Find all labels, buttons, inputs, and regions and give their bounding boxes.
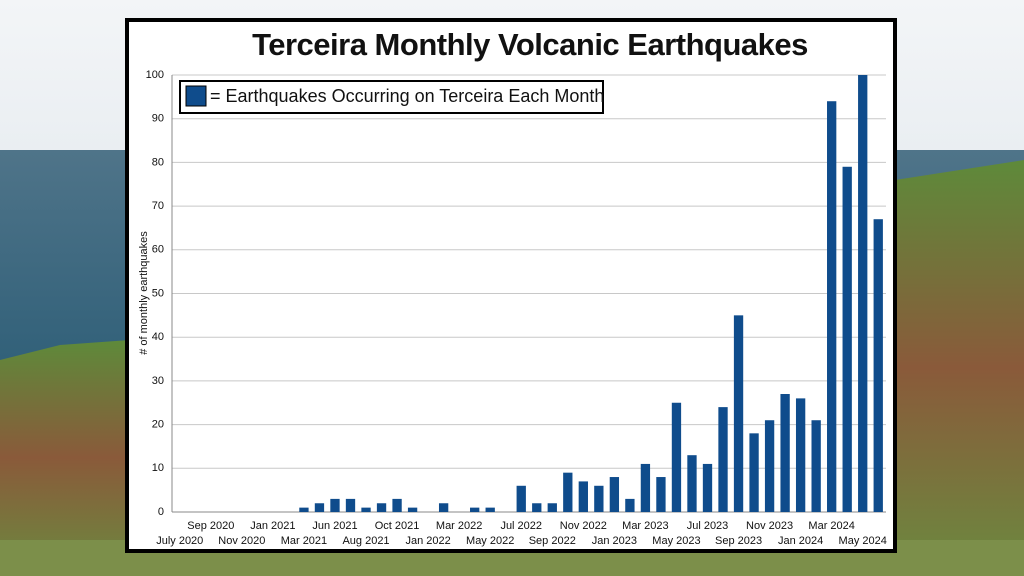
bar [702, 463, 713, 512]
bar [749, 433, 759, 512]
x-tick-label: Sep 2020 [187, 520, 234, 532]
y-tick-label: 50 [152, 287, 164, 299]
bar [733, 315, 744, 512]
x-tick-label: Jun 2021 [312, 520, 357, 532]
y-tick-label: 40 [152, 331, 164, 343]
bar [438, 503, 449, 512]
bar [392, 498, 402, 512]
bar [594, 485, 604, 512]
bar [764, 420, 775, 512]
x-tick-label: July 2020 [156, 535, 203, 547]
bar [376, 503, 387, 512]
x-tick-label: May 2024 [839, 535, 887, 547]
bar [516, 485, 526, 512]
bar [470, 507, 480, 512]
bar [532, 503, 542, 512]
x-tick-label: Jan 2024 [778, 535, 823, 547]
legend-box [179, 80, 604, 114]
x-tick-label: Jul 2022 [500, 520, 542, 532]
x-tick-label: Jan 2021 [250, 520, 295, 532]
y-tick-label: 0 [158, 506, 164, 518]
bar [640, 463, 651, 512]
x-tick-label: Mar 2021 [281, 535, 327, 547]
x-tick-label: May 2023 [652, 535, 700, 547]
y-axis-label: # of monthly earthquakes [138, 231, 150, 355]
bar [827, 101, 837, 512]
x-tick-label: Nov 2023 [746, 520, 793, 532]
bar [842, 166, 852, 512]
x-tick-label: Mar 2024 [808, 520, 854, 532]
bar [361, 507, 371, 512]
bar [485, 507, 495, 512]
y-tick-label: 100 [146, 69, 164, 81]
legend: = Earthquakes Occurring on Terceira Each… [179, 80, 604, 114]
x-tick-label: Sep 2022 [529, 535, 576, 547]
x-tick-label: May 2022 [466, 535, 514, 547]
bar [578, 481, 588, 512]
bar [299, 507, 309, 512]
bar [547, 503, 557, 512]
bar [314, 503, 325, 512]
bar [811, 420, 821, 512]
y-tick-label: 60 [152, 244, 164, 256]
x-tick-label: Aug 2021 [342, 535, 389, 547]
chart-title: Terceira Monthly Volcanic Earthquakes [252, 27, 808, 62]
y-tick-label: 90 [152, 113, 164, 125]
bar [718, 407, 728, 512]
bar [656, 477, 666, 512]
x-tick-label: Nov 2020 [218, 535, 265, 547]
legend-swatch [185, 85, 207, 107]
y-tick-label: 10 [152, 462, 164, 474]
bar [873, 219, 883, 512]
y-tick-label: 70 [152, 200, 164, 212]
y-tick-label: 20 [152, 419, 164, 431]
bar [330, 498, 340, 512]
bar [671, 402, 682, 512]
bar [625, 498, 635, 512]
bar [687, 455, 697, 512]
x-tick-label: Mar 2023 [622, 520, 668, 532]
bar [345, 498, 356, 512]
bar [609, 477, 620, 512]
y-tick-label: 80 [152, 156, 164, 168]
bar [407, 507, 418, 512]
x-tick-label: Mar 2022 [436, 520, 482, 532]
bar [795, 398, 806, 512]
plot: 0 10 20 30 40 50 60 70 80 90 100 July 2020 Sep 2020 N… [146, 69, 887, 547]
x-tick-label: Nov 2022 [560, 520, 607, 532]
bar [858, 75, 868, 512]
bar [780, 394, 790, 512]
bar [563, 472, 573, 512]
x-tick-label: Jul 2023 [687, 520, 729, 532]
x-tick-label: Sep 2023 [715, 535, 762, 547]
x-tick-label: Jan 2023 [592, 535, 637, 547]
x-tick-label: Jan 2022 [405, 535, 450, 547]
x-tick-label: Oct 2021 [375, 520, 420, 532]
y-tick-label: 30 [152, 375, 164, 387]
legend-label: = Earthquakes Occurring on Terceira Each… [210, 86, 604, 106]
